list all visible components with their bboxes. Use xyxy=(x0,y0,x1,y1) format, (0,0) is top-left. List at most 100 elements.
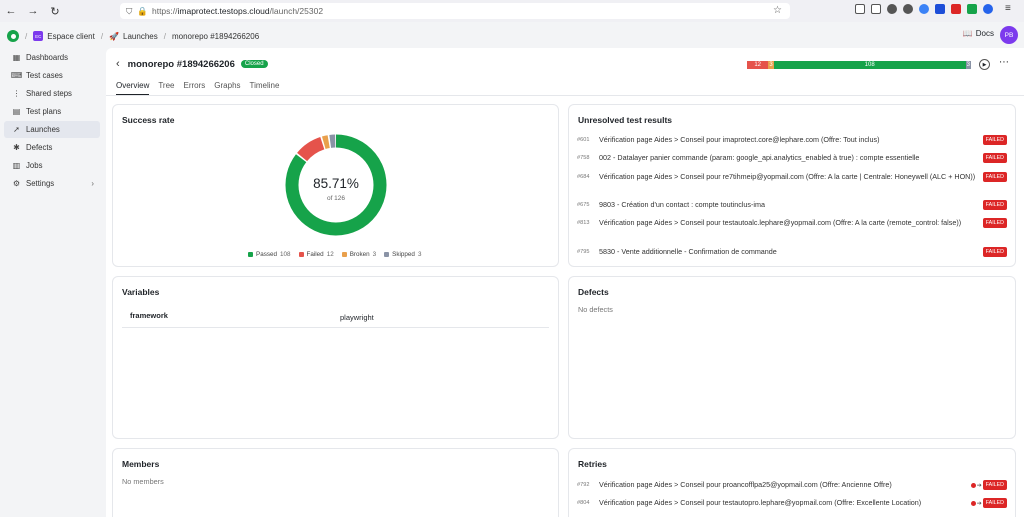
launch-status-bar[interactable]: 12 3 108 3 xyxy=(747,61,971,69)
rocket-icon: 🚀 xyxy=(109,31,120,41)
forward-arrow-icon[interactable]: → xyxy=(27,5,39,17)
donut-segment-passed[interactable] xyxy=(285,134,387,236)
tab-timeline[interactable]: Timeline xyxy=(249,81,280,90)
breadcrumb-org[interactable]: EC Espace client xyxy=(33,31,95,41)
members-title: Members xyxy=(122,459,160,469)
back-arrow-icon[interactable]: ← xyxy=(5,5,17,17)
sync-icon[interactable] xyxy=(983,4,993,14)
success-rate-donut: 85.71% of 126 xyxy=(285,134,387,236)
sidebar-item-label: Test cases xyxy=(26,71,63,80)
failed-badge: FAILED xyxy=(982,153,1007,163)
sidebar-item-jobs[interactable]: ▥ Jobs xyxy=(4,157,100,174)
tab-tree[interactable]: Tree xyxy=(158,81,175,90)
sidebar-item-shared-steps[interactable]: ⋮ Shared steps xyxy=(4,85,100,102)
list-item[interactable]: #601 Vérification page Aides > Conseil po… xyxy=(577,135,1007,145)
lock-icon: 🔒 xyxy=(137,5,148,16)
members-empty: No members xyxy=(122,477,164,486)
status-bar-failed: 12 xyxy=(747,61,769,69)
unresolved-results-card: Unresolved test results #601 Vérification… xyxy=(568,104,1016,267)
donut-segment-broken[interactable] xyxy=(321,135,330,150)
gear-icon: ⚙ xyxy=(12,179,21,188)
launch-tabs: Overview Tree Errors Graphs Timeline xyxy=(116,81,279,95)
extensions-bar: ≡ xyxy=(855,4,1015,14)
extension-icon[interactable] xyxy=(903,4,913,14)
address-bar[interactable]: ⛉ 🔒 https://imaprotect.testops.cloud/lau… xyxy=(120,3,790,19)
ad-block-icon[interactable] xyxy=(967,4,977,14)
org-badge: EC xyxy=(33,31,44,41)
menu-icon[interactable]: ≡ xyxy=(1005,3,1011,14)
retries-card: Retries #792 Vérification page Aides > Co… xyxy=(568,448,1016,517)
list-item[interactable]: #675 9803 - Création d'un contact : compt… xyxy=(577,200,1007,210)
download-icon[interactable] xyxy=(871,4,881,14)
sidebar-item-test-plans[interactable]: ▤ Test plans xyxy=(4,103,100,120)
docs-link[interactable]: 📖 Docs xyxy=(963,29,994,38)
url-path: /launch/25302 xyxy=(269,6,324,16)
sidebar-item-settings[interactable]: ⚙ Settings › xyxy=(4,175,100,192)
page-title: monorepo #1894266206 xyxy=(127,58,235,70)
defects-empty: No defects xyxy=(578,305,613,314)
url-host: imaprotect.testops.cloud xyxy=(177,6,270,16)
success-rate-value: 85.71% xyxy=(313,176,359,191)
success-rate-total: of 126 xyxy=(327,195,345,202)
account-icon[interactable] xyxy=(887,4,897,14)
defects-card: Defects No defects xyxy=(568,276,1016,439)
retry-dot-icon xyxy=(970,482,976,488)
tab-graphs[interactable]: Graphs xyxy=(214,81,241,90)
list-item[interactable]: #758 002 - Datalayer panier commande (par… xyxy=(577,153,1007,163)
list-item[interactable]: #684 Vérification page Aides > Conseil po… xyxy=(577,172,1007,182)
rerun-play-button[interactable]: ▶ xyxy=(979,59,990,70)
failed-badge: FAILED xyxy=(982,172,1007,182)
tab-errors[interactable]: Errors xyxy=(183,81,206,90)
retry-dot-icon xyxy=(970,500,976,506)
vpn-icon[interactable] xyxy=(935,4,945,14)
pocket-icon[interactable] xyxy=(855,4,865,14)
clipboard-icon: ▤ xyxy=(12,107,21,116)
breadcrumb-current: monorepo #1894266206 xyxy=(171,31,260,41)
sidebar-item-dashboards[interactable]: ▦ Dashboards xyxy=(4,49,100,66)
back-chevron-icon[interactable]: ‹ xyxy=(116,58,120,70)
bookmark-star-icon[interactable]: ☆ xyxy=(773,5,782,16)
donut-segment-failed[interactable] xyxy=(297,137,325,162)
table-row: framework playwright xyxy=(122,310,549,328)
list-item[interactable]: #804 Vérification page Aides > Conseil po… xyxy=(577,498,1007,508)
tabs-divider xyxy=(106,95,1024,96)
sidebar-item-launches[interactable]: ➚ Launches xyxy=(4,121,100,138)
privacy-icon[interactable] xyxy=(951,4,961,14)
book-icon: 📖 xyxy=(962,29,973,38)
avatar[interactable]: PB xyxy=(1000,26,1018,44)
status-bar-skipped: 3 xyxy=(965,61,971,69)
sidebar-item-label: Shared steps xyxy=(26,89,72,98)
steps-icon: ⋮ xyxy=(12,89,21,98)
grid-icon: ▦ xyxy=(12,53,21,62)
shield-icon: ⛉ xyxy=(126,5,133,16)
failed-badge: FAILED xyxy=(982,247,1007,257)
translate-icon[interactable] xyxy=(919,4,929,14)
members-card: Members No members xyxy=(112,448,559,517)
breadcrumb-launches[interactable]: 🚀 Launches xyxy=(109,32,158,41)
status-badge: Closed xyxy=(240,60,268,68)
failed-badge: FAILED xyxy=(982,135,1007,145)
variable-value: playwright xyxy=(340,313,374,322)
legend-failed: Failed 12 xyxy=(298,251,334,258)
status-bar-passed: 108 xyxy=(773,61,966,69)
reload-icon[interactable]: ↻ xyxy=(50,5,60,18)
app-logo-icon[interactable] xyxy=(7,30,19,42)
list-item[interactable]: #792 Vérification page Aides > Conseil po… xyxy=(577,480,1007,490)
failed-badge: FAILED xyxy=(982,200,1007,210)
sidebar-item-test-cases[interactable]: ⌨ Test cases xyxy=(4,67,100,84)
sidebar-item-label: Test plans xyxy=(26,107,62,116)
list-item[interactable]: #795 5830 - Vente additionnelle - Confirm… xyxy=(577,247,1007,257)
rocket-icon: ➚ xyxy=(13,125,20,134)
docs-label: Docs xyxy=(975,29,994,38)
defects-title: Defects xyxy=(578,287,609,297)
chevron-right-icon: › xyxy=(91,179,94,188)
list-item[interactable]: #813 Vérification page Aides > Conseil po… xyxy=(577,218,1007,228)
more-options-icon[interactable]: ⋯ xyxy=(999,57,1009,68)
browser-toolbar: ← → ↻ ⛉ 🔒 https://imaprotect.testops.clo… xyxy=(0,0,1024,22)
tab-overview[interactable]: Overview xyxy=(116,81,150,95)
sidebar-item-defects[interactable]: ✱ Defects xyxy=(4,139,100,156)
code-icon: ⌨ xyxy=(10,71,23,80)
url-prefix: https:// xyxy=(151,6,178,16)
success-rate-legend: Passed 108 Failed 12 Broken 3 Skipped 3 xyxy=(248,251,421,258)
sidebar-item-label: Jobs xyxy=(26,161,43,170)
